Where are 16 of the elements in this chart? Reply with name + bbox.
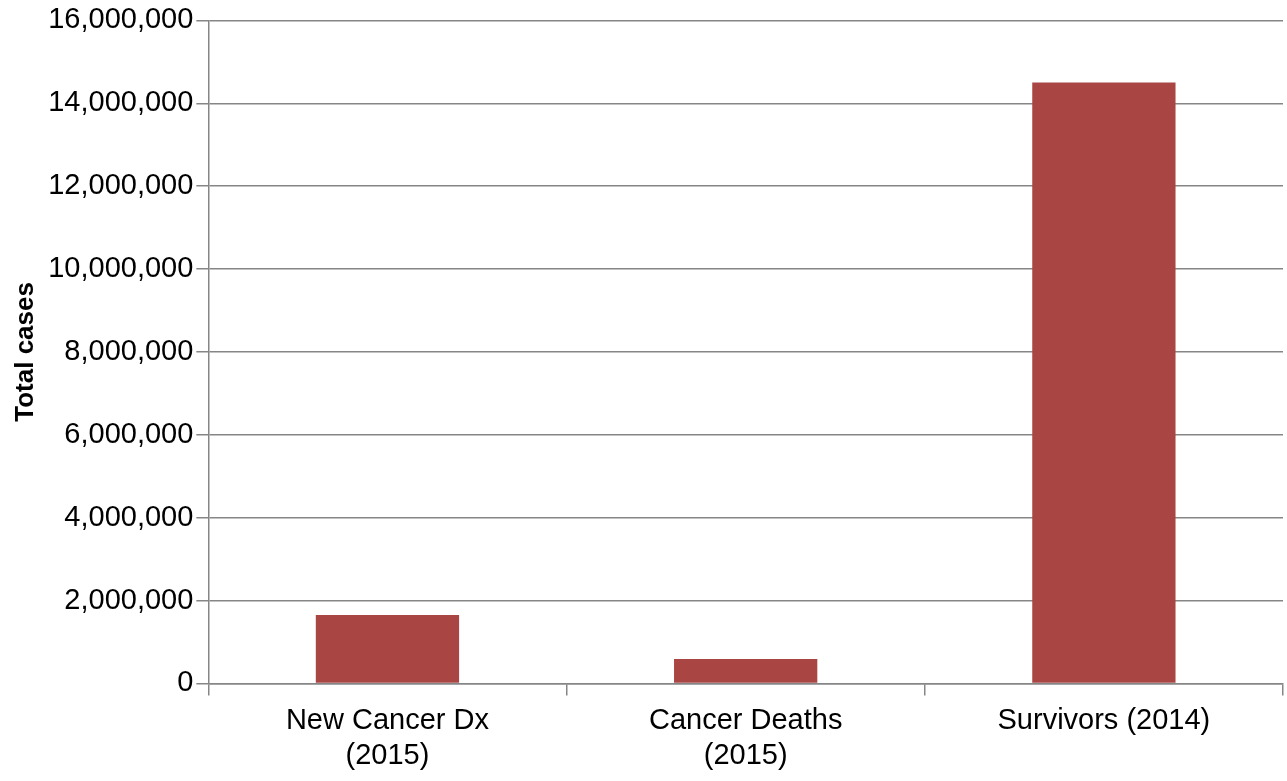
y-tick-label: 8,000,000: [64, 333, 194, 366]
y-tick-label: 4,000,000: [64, 499, 194, 532]
y-tick-label: 0: [177, 665, 194, 698]
bar: [674, 658, 818, 683]
y-tick-label: 16,000,000: [48, 2, 194, 35]
bar: [1032, 82, 1176, 683]
y-tick-label: 14,000,000: [48, 85, 194, 118]
y-tick-label: 10,000,000: [48, 251, 194, 284]
x-tick-label: Cancer Deaths (2015): [648, 702, 843, 770]
y-tick-label: 2,000,000: [64, 582, 194, 615]
x-tick-label: Survivors (2014): [997, 702, 1211, 735]
y-axis-title: Total cases: [8, 282, 39, 422]
x-tick-label: New Cancer Dx (2015): [285, 702, 490, 770]
y-tick-label: 12,000,000: [48, 168, 194, 201]
bar: [315, 615, 460, 683]
y-tick-label: 6,000,000: [64, 416, 194, 449]
